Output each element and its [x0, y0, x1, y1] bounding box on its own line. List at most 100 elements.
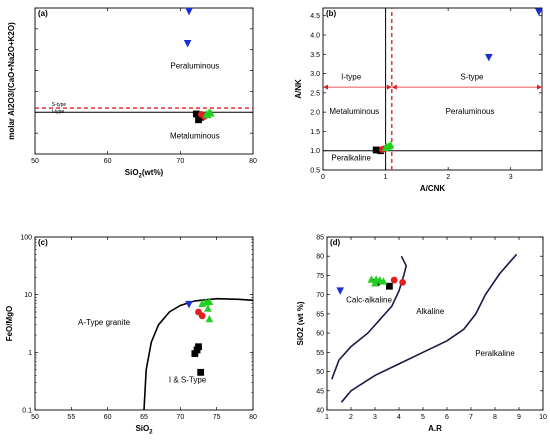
y-axis-title: A/NK: [294, 79, 303, 99]
region-label: Peralkaline: [475, 349, 515, 358]
arrowhead-mid-right: [391, 84, 397, 90]
panel-c: 50 55 60 65 70 75 80 0.1 1 10 100 (c) A-Type granite…: [5, 235, 257, 436]
region-label: Calc-alkaline: [346, 295, 392, 304]
region-label: I-type: [341, 72, 362, 81]
data-point-square: [372, 146, 380, 154]
x-axis-title: SiO2: [135, 424, 153, 436]
data-point-triangle-down: [183, 40, 192, 48]
x-axis-title: A.R: [428, 424, 442, 433]
data-point-square: [195, 116, 202, 124]
region-label: S-type: [52, 102, 67, 108]
y-tick-label: 60: [316, 331, 324, 338]
data-point-triangle-down: [185, 7, 193, 16]
arrowhead-mid-left: [386, 84, 392, 90]
y-tick-label: 3.5: [310, 52, 320, 59]
y-tick-label: 65: [316, 311, 324, 318]
x-axis-title-sub: 2: [139, 174, 143, 180]
y-tick-label: 0.5: [310, 168, 320, 175]
region-label: S-type: [460, 72, 484, 81]
x-axis-title-main: SiO: [135, 424, 149, 433]
x-tick-label: 1: [325, 414, 329, 421]
panel-b: 0 1 2 3 0.5 1.0 1.5 2.0 2.5 3.0 3.5 4.0 4.5 (b) I-type…: [294, 7, 543, 193]
y-tick-label: 100: [20, 235, 32, 242]
x-axis-title: A/CNK: [420, 184, 446, 193]
y-tick-label: 10: [24, 292, 32, 299]
boundary-curve: [331, 255, 408, 380]
x-tick-label: 1: [384, 174, 388, 181]
region-label: I & S-Type: [169, 375, 207, 384]
y-tick-label: 85: [316, 235, 324, 242]
x-tick-label: 0: [321, 174, 325, 181]
y-tick-label: 4.0: [310, 33, 320, 40]
data-point-circle: [390, 276, 398, 284]
data-point-triangle-up: [205, 297, 214, 305]
data-point-triangle-down: [485, 53, 493, 62]
panel-label: (a): [38, 9, 48, 18]
x-tick-label: 4: [397, 414, 401, 421]
y-tick-label: 1.0: [310, 148, 320, 155]
x-tick-label: 50: [31, 158, 39, 165]
y-tick-label: 45: [316, 388, 324, 395]
y-tick-label: 4.5: [310, 13, 320, 20]
x-axis-title-tail: (wt%): [142, 168, 164, 177]
y-axis-title: molar Al2O3/(CaO+Na2O+K2O): [7, 22, 16, 140]
boundary-curve: [143, 297, 254, 411]
x-axis-title: SiO2(wt%): [125, 168, 164, 180]
x-tick-label: 70: [176, 414, 184, 421]
y-tick-label: 0.1: [22, 408, 32, 415]
data-point-triangle-up: [371, 279, 379, 287]
panel-label: (c): [38, 238, 48, 247]
region-label: Metaluminous: [170, 132, 220, 141]
region-label: Peralkaline: [331, 153, 371, 162]
data-point-triangle-down: [185, 300, 193, 309]
arrowhead-left: [323, 84, 328, 90]
x-tick-label: 65: [140, 414, 148, 421]
data-point-square: [386, 282, 393, 290]
y-tick-label: 1.5: [310, 129, 320, 136]
data-point-triangle-up: [379, 277, 388, 285]
x-tick-label: 60: [104, 414, 112, 421]
x-tick-label: 8: [493, 414, 497, 421]
data-point-triangle-up: [204, 304, 212, 312]
plot-frame: [322, 7, 543, 171]
data-point-square: [191, 350, 199, 358]
data-point-triangle-up: [383, 142, 391, 151]
data-point-circle: [198, 312, 206, 320]
y-tick-label: 50: [316, 369, 324, 376]
data-point-square: [195, 343, 202, 351]
x-tick-label: 55: [67, 414, 75, 421]
x-tick-label: 2: [446, 174, 450, 181]
region-label: Peraluminous: [170, 61, 219, 70]
plot-frame: [34, 236, 254, 411]
data-point-triangle-up: [205, 314, 214, 323]
x-tick-label: 70: [176, 158, 184, 165]
x-tick-label: 3: [509, 174, 513, 181]
y-tick-label: 55: [316, 350, 324, 357]
data-point-triangle-up: [367, 275, 376, 283]
x-tick-label: 5: [421, 414, 425, 421]
x-tick-label: 3: [373, 414, 377, 421]
y-tick-label: 1: [28, 350, 32, 357]
region-label: I-type: [52, 109, 65, 115]
region-label: Alkaline: [416, 307, 445, 316]
x-tick-label: 7: [469, 414, 473, 421]
data-point-circle: [399, 278, 406, 286]
data-point-triangle-down: [336, 287, 344, 295]
data-point-triangle-up: [207, 109, 215, 117]
panel-a: 50 60 70 80 (a) Peraluminous Metaluminous S-typ…: [7, 7, 257, 180]
y-tick-label: 80: [316, 254, 324, 261]
data-point-square: [197, 368, 205, 376]
region-label: Metaluminous: [329, 107, 379, 116]
plot-frame: [326, 236, 544, 411]
y-axis-title: SiO2 (wt %): [296, 301, 305, 345]
arrowhead-right: [537, 84, 542, 90]
x-tick-label: 9: [517, 414, 521, 421]
y-tick-label: 3.0: [310, 71, 320, 78]
panel-label: (b): [326, 9, 337, 18]
y-tick-label: 40: [316, 408, 324, 415]
panel-label: (d): [330, 238, 341, 247]
data-point-square: [192, 110, 200, 118]
x-tick-label: 2: [349, 414, 353, 421]
